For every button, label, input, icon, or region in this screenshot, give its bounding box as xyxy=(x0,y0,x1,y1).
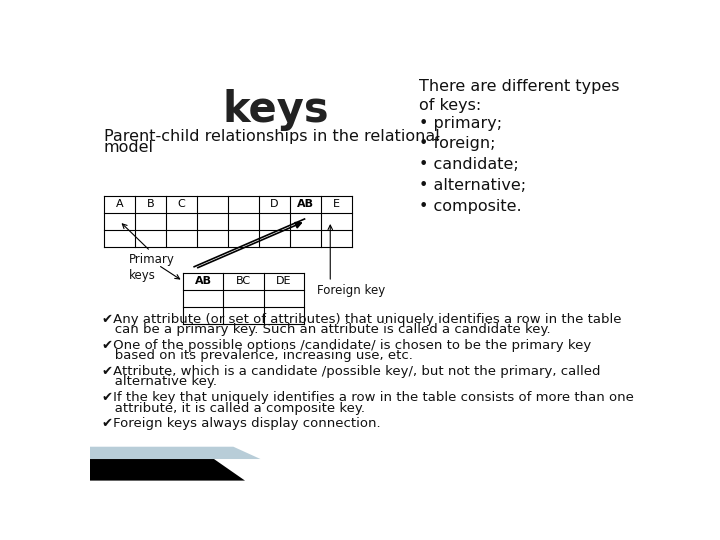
Text: attribute, it is called a composite key.: attribute, it is called a composite key. xyxy=(102,402,364,415)
Text: can be a primary key. Such an attribute is called a candidate key.: can be a primary key. Such an attribute … xyxy=(102,323,550,336)
Polygon shape xyxy=(90,447,261,459)
Text: • composite.: • composite. xyxy=(419,199,522,214)
Text: Parent-child relationships in the relational: Parent-child relationships in the relati… xyxy=(104,129,440,144)
Text: based on its prevalence, increasing use, etc.: based on its prevalence, increasing use,… xyxy=(102,349,413,362)
Text: ✔If the key that uniquely identifies a row in the table consists of more than on: ✔If the key that uniquely identifies a r… xyxy=(102,392,634,404)
Text: E: E xyxy=(333,199,340,209)
Text: keys: keys xyxy=(222,90,329,131)
Text: • foreign;: • foreign; xyxy=(419,137,496,151)
Text: Primary
keys: Primary keys xyxy=(129,253,175,282)
Text: ✔Foreign keys always display connection.: ✔Foreign keys always display connection. xyxy=(102,417,380,430)
Text: B: B xyxy=(147,199,154,209)
Text: There are different types
of keys:: There are different types of keys: xyxy=(419,79,620,113)
Text: ✔One of the possible options /candidate/ is chosen to be the primary key: ✔One of the possible options /candidate/… xyxy=(102,339,591,352)
Text: AB: AB xyxy=(194,276,212,286)
Text: C: C xyxy=(178,199,185,209)
Text: • alternative;: • alternative; xyxy=(419,178,526,193)
Text: AB: AB xyxy=(297,199,314,209)
Text: A: A xyxy=(116,199,123,209)
Text: alternative key.: alternative key. xyxy=(102,375,217,388)
Text: D: D xyxy=(270,199,279,209)
Text: model: model xyxy=(104,140,154,156)
Text: ✔Attribute, which is a candidate /possible key/, but not the primary, called: ✔Attribute, which is a candidate /possib… xyxy=(102,365,600,378)
Polygon shape xyxy=(90,459,245,481)
Text: BC: BC xyxy=(236,276,251,286)
Text: ✔Any attribute (or set of attributes) that uniquely identifies a row in the tabl: ✔Any attribute (or set of attributes) th… xyxy=(102,313,621,326)
Text: DE: DE xyxy=(276,276,292,286)
Text: • candidate;: • candidate; xyxy=(419,157,519,172)
Text: Foreign key: Foreign key xyxy=(317,284,385,297)
Text: • primary;: • primary; xyxy=(419,116,503,131)
